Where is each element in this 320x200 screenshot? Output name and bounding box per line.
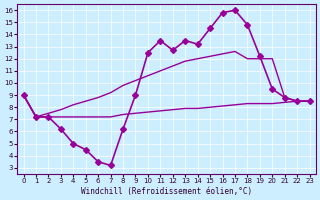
X-axis label: Windchill (Refroidissement éolien,°C): Windchill (Refroidissement éolien,°C)	[81, 187, 252, 196]
